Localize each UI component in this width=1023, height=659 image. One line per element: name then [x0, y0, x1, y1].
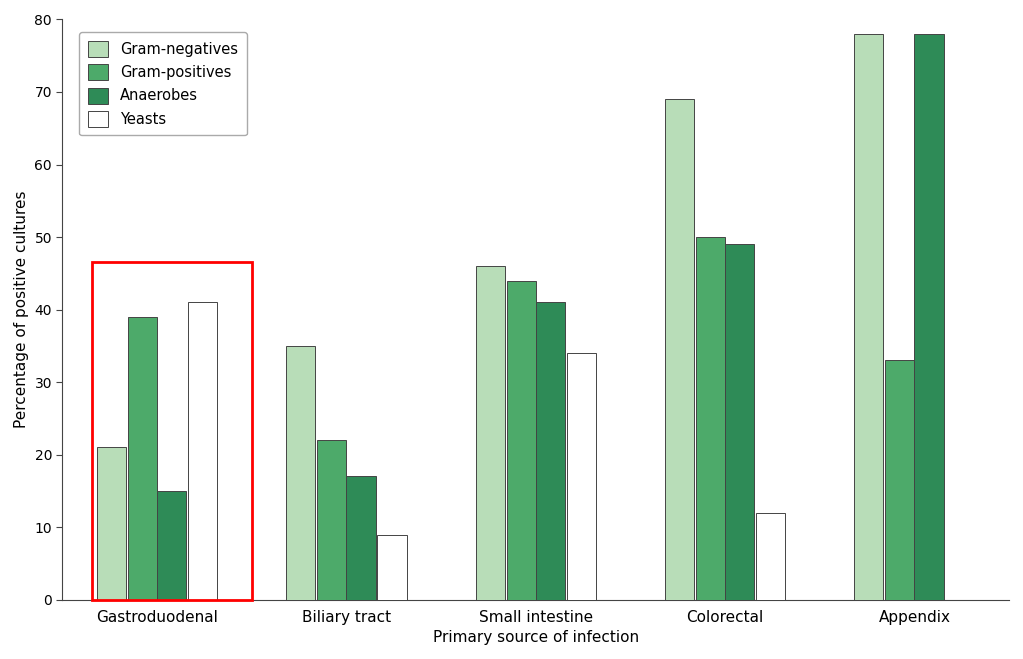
Bar [188, 302, 218, 600]
Bar [725, 244, 754, 600]
Bar [756, 513, 786, 600]
Bar [854, 34, 884, 600]
Bar [567, 353, 596, 600]
Bar [506, 281, 536, 600]
Bar [317, 440, 347, 600]
Bar [158, 491, 186, 600]
X-axis label: Primary source of infection: Primary source of infection [433, 630, 638, 645]
Y-axis label: Percentage of positive cultures: Percentage of positive cultures [14, 191, 29, 428]
Bar [286, 346, 315, 600]
Bar [536, 302, 565, 600]
Bar [885, 360, 915, 600]
Bar [128, 317, 158, 600]
Bar [377, 534, 407, 600]
Bar [665, 100, 695, 600]
Bar [347, 476, 375, 600]
Bar [696, 237, 725, 600]
Legend: Gram-negatives, Gram-positives, Anaerobes, Yeasts: Gram-negatives, Gram-positives, Anaerobe… [79, 32, 247, 136]
Bar [97, 447, 126, 600]
Bar [915, 34, 943, 600]
Bar [476, 266, 504, 600]
